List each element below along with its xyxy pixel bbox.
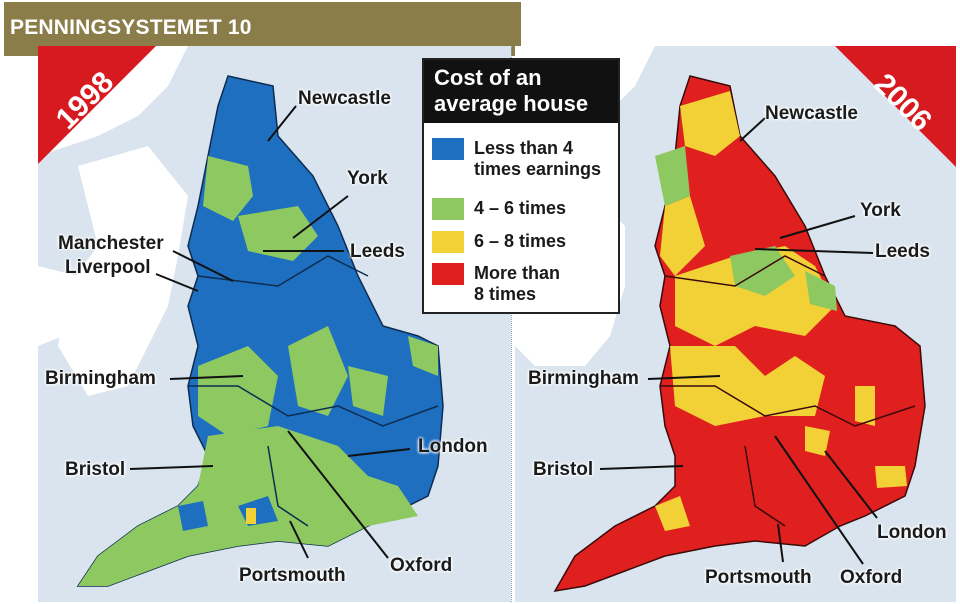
leader-newcastle bbox=[267, 105, 297, 142]
city-label-newcastle: Newcastle bbox=[298, 88, 391, 109]
green-patch bbox=[238, 206, 318, 261]
leader-york bbox=[779, 215, 856, 239]
city-label-london: London bbox=[877, 522, 947, 543]
legend-swatch-yellow bbox=[432, 231, 464, 253]
yellow-patch bbox=[805, 426, 830, 456]
city-label-york: York bbox=[860, 200, 901, 221]
leader-york bbox=[292, 195, 349, 239]
city-label-newcastle: Newcastle bbox=[765, 103, 858, 124]
yellow-patch bbox=[855, 386, 875, 426]
legend: Cost of an average house Less than 4 tim… bbox=[422, 58, 620, 314]
green-patch bbox=[348, 366, 388, 416]
legend-label-line1: Less than 4 bbox=[474, 138, 574, 158]
leader-portsmouth bbox=[777, 523, 784, 563]
legend-swatch-red bbox=[432, 263, 464, 285]
leader-bristol bbox=[129, 465, 214, 470]
yellow-patch bbox=[655, 496, 690, 531]
city-label-manchester: Manchester bbox=[58, 233, 164, 254]
legend-swatch-blue bbox=[432, 138, 464, 160]
ireland-land bbox=[38, 266, 88, 346]
legend-label: Less than 4 times earnings bbox=[474, 138, 601, 180]
region-border bbox=[188, 385, 439, 427]
yellow-patch bbox=[680, 91, 740, 156]
legend-label: More than 8 times bbox=[474, 263, 560, 305]
leader-bristol bbox=[599, 465, 684, 470]
leader-newcastle bbox=[739, 117, 766, 142]
year-banner-2006 bbox=[835, 46, 956, 167]
region-border bbox=[197, 255, 369, 287]
legend-item-6-8: 6 – 8 times bbox=[432, 231, 566, 253]
header-title: PENNINGSYSTEMET 10 bbox=[10, 16, 252, 39]
city-label-bristol: Bristol bbox=[65, 459, 126, 480]
leader-london bbox=[347, 448, 411, 457]
legend-label-line2: times earnings bbox=[474, 159, 602, 179]
yellow-midlands bbox=[670, 346, 825, 426]
city-label-bristol: Bristol bbox=[533, 459, 594, 480]
legend-swatch-green bbox=[432, 198, 464, 220]
year-banner-1998 bbox=[38, 46, 156, 164]
city-label-liverpool: Liverpool bbox=[65, 257, 151, 278]
region-border bbox=[660, 385, 916, 427]
wales-land bbox=[58, 146, 188, 396]
city-label-portsmouth: Portsmouth bbox=[239, 565, 346, 586]
region-border bbox=[664, 255, 826, 287]
panel-divider bbox=[511, 46, 512, 602]
leader-oxford bbox=[774, 435, 864, 565]
region-border bbox=[744, 445, 786, 527]
green-patch bbox=[730, 246, 795, 296]
green-patch bbox=[408, 336, 438, 376]
leader-birmingham bbox=[647, 375, 721, 380]
legend-item-4-6: 4 – 6 times bbox=[432, 198, 566, 220]
green-patch bbox=[288, 326, 348, 416]
map-1998-svg bbox=[38, 46, 444, 587]
city-label-birmingham: Birmingham bbox=[45, 368, 156, 389]
legend-item-less-than-4: Less than 4 times earnings bbox=[432, 138, 601, 180]
leader-london bbox=[824, 450, 878, 519]
leader-liverpool bbox=[155, 273, 199, 292]
city-label-oxford: Oxford bbox=[840, 567, 903, 588]
green-patch bbox=[203, 156, 253, 221]
legend-label-line1: More than bbox=[474, 263, 561, 283]
map-1998: 1998 Newcastle York Leeds Manchester Liv… bbox=[38, 46, 511, 602]
city-label-birmingham: Birmingham bbox=[528, 368, 639, 389]
yellow-patch bbox=[246, 508, 256, 524]
leader-portsmouth bbox=[289, 520, 309, 559]
leader-oxford bbox=[287, 430, 389, 559]
leader-birmingham bbox=[169, 375, 244, 380]
blue-patch bbox=[178, 501, 208, 531]
green-patch bbox=[805, 271, 837, 311]
region-border bbox=[267, 445, 309, 527]
legend-title-line1: Cost of an bbox=[434, 65, 542, 90]
green-patch bbox=[655, 146, 690, 206]
city-label-portsmouth: Portsmouth bbox=[705, 567, 812, 588]
leader-manchester bbox=[172, 250, 234, 282]
legend-label: 4 – 6 times bbox=[474, 198, 567, 218]
green-patch bbox=[198, 346, 278, 436]
city-label-oxford: Oxford bbox=[390, 555, 453, 576]
city-label-leeds: Leeds bbox=[350, 241, 405, 262]
yellow-patch bbox=[875, 466, 907, 488]
legend-title-line2: average house bbox=[434, 91, 589, 116]
leader-leeds bbox=[754, 248, 874, 254]
legend-label-line2: 8 times bbox=[474, 284, 537, 304]
city-label-london: London bbox=[418, 436, 488, 457]
yellow-patch bbox=[660, 196, 705, 276]
yellow-north bbox=[675, 246, 835, 346]
legend-label: 6 – 8 times bbox=[474, 231, 567, 251]
city-label-york: York bbox=[347, 168, 388, 189]
legend-title: Cost of an average house bbox=[424, 60, 618, 123]
legend-item-more-than-8: More than 8 times bbox=[432, 263, 560, 305]
city-label-leeds: Leeds bbox=[875, 241, 930, 262]
